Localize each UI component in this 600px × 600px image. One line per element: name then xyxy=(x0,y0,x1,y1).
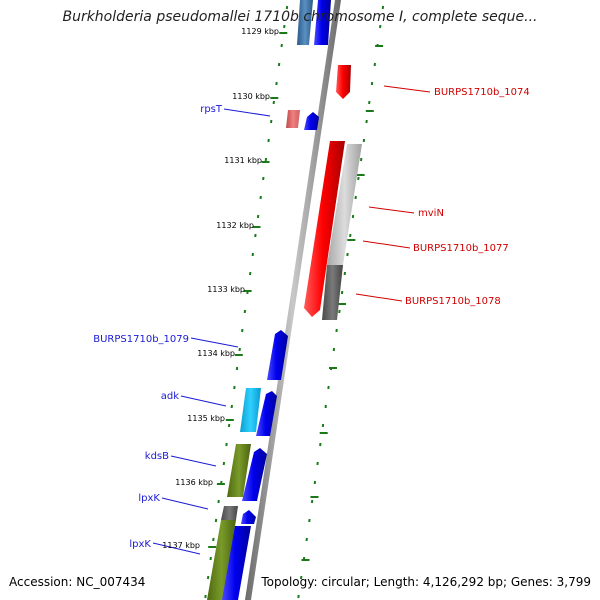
gene-label-mviN[interactable]: mviN xyxy=(418,208,444,219)
left-callouts xyxy=(152,108,271,555)
gene-label-adk[interactable]: adk xyxy=(161,391,179,402)
gene-top-blue[interactable] xyxy=(314,0,331,45)
gene-BURPS1710b_1079[interactable] xyxy=(267,330,288,380)
accession-text: Accession: NC_007434 xyxy=(9,575,146,589)
gene-label-BURPS1710b_1079[interactable]: BURPS1710b_1079 xyxy=(93,334,189,345)
gene-top-steel[interactable] xyxy=(297,0,313,45)
sequence-title: Burkholderia pseudomallei 1710b chromoso… xyxy=(62,9,538,25)
gene-lpxK-olive[interactable] xyxy=(207,520,236,600)
chromosome-backbone xyxy=(245,0,341,600)
gene-kdsB[interactable] xyxy=(227,444,251,497)
gene-lpxK-gray[interactable] xyxy=(221,506,238,520)
gene-label-rpsT[interactable]: rpsT xyxy=(200,104,223,115)
gene-label-BURPS1710b_1078[interactable]: BURPS1710b_1078 xyxy=(405,296,501,307)
gene-lpxK-blue[interactable] xyxy=(222,526,251,600)
gene-adk-neighbour[interactable] xyxy=(256,391,277,436)
gene-BURPS1710b_1074[interactable] xyxy=(336,65,351,99)
gene-label-kdsB[interactable]: kdsB xyxy=(145,451,169,462)
ruler-label-1131: 1131 kbp xyxy=(224,156,262,165)
ruler-label-1132: 1132 kbp xyxy=(216,221,254,230)
track-guides xyxy=(204,5,385,599)
gene-kdsB-neighbour[interactable] xyxy=(242,448,267,501)
gene-label-BURPS1710b_1074[interactable]: BURPS1710b_1074 xyxy=(434,87,530,98)
ruler-label-1137: 1137 kbp xyxy=(162,541,200,550)
gene-label-BURPS1710b_1077[interactable]: BURPS1710b_1077 xyxy=(413,243,509,254)
gene-mviN[interactable] xyxy=(304,141,345,317)
sequence-summary: Topology: circular; Length: 4,126,292 bp… xyxy=(261,575,591,589)
ruler-label-1134: 1134 kbp xyxy=(197,349,235,358)
gene-label-lpxK-1[interactable]: lpxK xyxy=(138,493,160,504)
ruler-label-1136: 1136 kbp xyxy=(175,478,213,487)
gene-adk[interactable] xyxy=(240,388,261,432)
ruler-label-1129: 1129 kbp xyxy=(241,27,279,36)
right-callouts xyxy=(355,85,431,302)
ruler-label-1135: 1135 kbp xyxy=(187,414,225,423)
gene-lpxK-small[interactable] xyxy=(241,510,256,524)
gene-rpsT-neighbour[interactable] xyxy=(304,112,319,130)
genes-plus-track xyxy=(222,0,362,600)
gene-BURPS1710b_1078[interactable] xyxy=(322,265,343,320)
gene-BURPS1710b_1077[interactable] xyxy=(327,144,362,265)
ruler-label-1133: 1133 kbp xyxy=(207,285,245,294)
genes-minus-track xyxy=(207,0,313,600)
ruler-label-1130: 1130 kbp xyxy=(232,92,270,101)
gene-rpsT[interactable] xyxy=(286,110,300,128)
gene-label-lpxK-2[interactable]: lpxK xyxy=(129,539,151,550)
ruler-ticks xyxy=(208,32,384,561)
